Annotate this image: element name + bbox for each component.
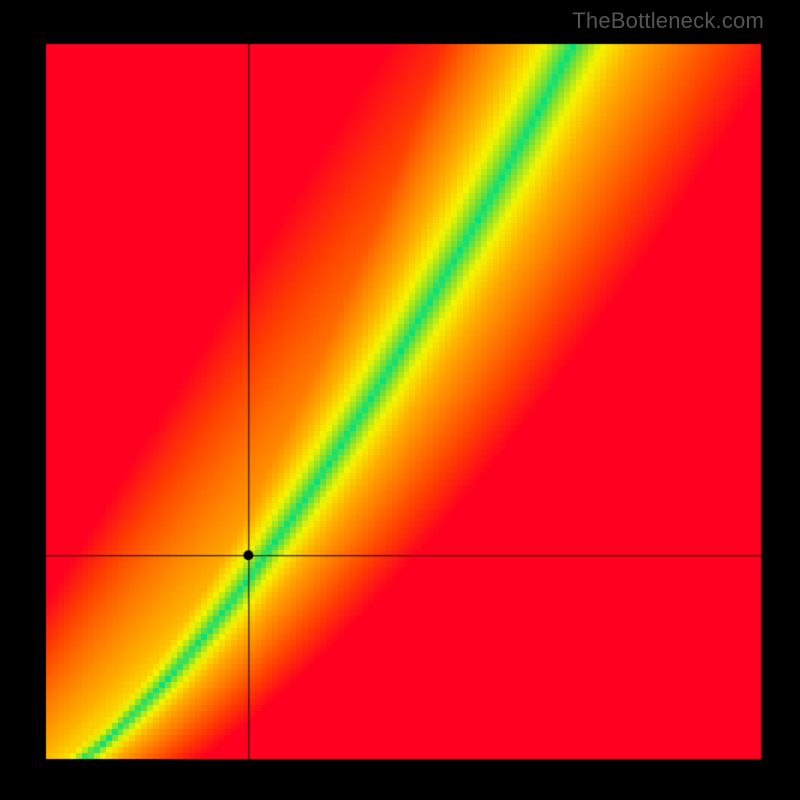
chart-container: { "canvas": { "width": 800, "height": 80… [0, 0, 800, 800]
watermark-text: TheBottleneck.com [572, 8, 764, 34]
heatmap-canvas [0, 0, 800, 800]
